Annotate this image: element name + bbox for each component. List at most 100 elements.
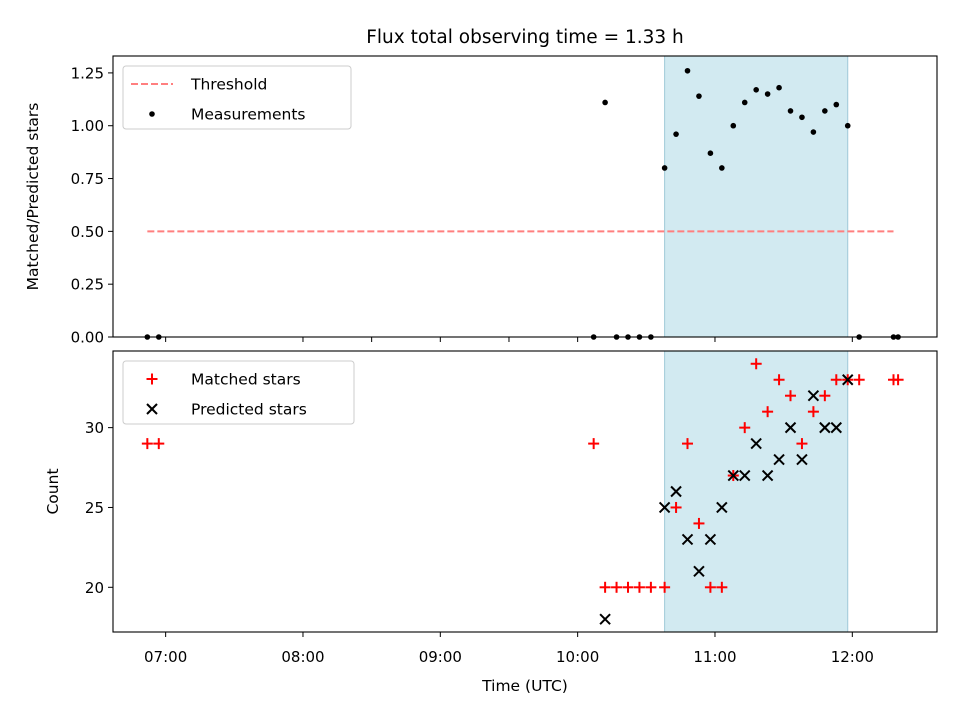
matched-star-marker (682, 438, 694, 450)
predicted-star-marker (599, 613, 611, 625)
measurement-point (741, 99, 748, 106)
predicted-star-marker (739, 469, 751, 482)
y-tick-label: 20 (85, 579, 104, 597)
y-tick-label: 30 (85, 419, 104, 437)
measurement-point (684, 67, 691, 74)
top-observing-window-shade (664, 55, 849, 338)
matched-star-marker (807, 406, 819, 418)
measurement-point (673, 131, 679, 137)
top-y-axis-ticks: 0.00 0.25 0.50 0.75 1.00 1.25 (71, 64, 113, 347)
matched-star-marker (830, 374, 842, 386)
x-tick-label: 09:00 (419, 648, 462, 666)
matched-star-marker (750, 358, 762, 370)
top-x-axis-ticks (165, 337, 853, 342)
matched-star-marker (739, 422, 751, 434)
predicted-star-marker (784, 421, 797, 434)
bottom-legend: Matched stars Predicted stars (122, 360, 355, 425)
measurement-point (799, 114, 805, 121)
matched-star-marker (785, 390, 797, 402)
top-y-axis-label: Matched/Predicted stars (24, 103, 42, 291)
matched-star-marker (892, 374, 904, 386)
x-axis-label: Time (UTC) (481, 677, 568, 695)
matched-star-marker (762, 406, 774, 418)
legend-label: Measurements (191, 106, 306, 124)
measurement-point (833, 101, 840, 108)
bottom-y-axis-ticks: 20 25 30 (85, 419, 113, 597)
observing-window-shade (664, 350, 849, 633)
measurement-point (602, 99, 608, 106)
predicted-star-marker (750, 437, 762, 450)
matched-star-marker (622, 581, 634, 593)
bottom-series (141, 358, 904, 625)
matched-star-marker (819, 390, 831, 402)
predicted-star-marker (716, 501, 728, 514)
measurement-point (822, 108, 828, 114)
x-tick-label: 07:00 (144, 648, 187, 666)
bottom-plot-frame (112, 350, 938, 633)
top-plot-frame (112, 55, 938, 338)
predicted-star-marker (773, 453, 785, 466)
matched-star-marker (670, 501, 682, 513)
matched-star-marker (153, 438, 165, 450)
matched-star-marker (599, 581, 611, 593)
y-tick-label: 0.25 (71, 276, 104, 294)
measurement-point (810, 129, 817, 135)
chart-title: Flux total observing time = 1.33 h (366, 27, 684, 48)
x-tick-label: 08:00 (281, 648, 324, 666)
matched-star-marker (611, 581, 623, 593)
legend-label: Predicted stars (191, 401, 307, 419)
matched-star-marker (773, 374, 785, 386)
y-tick-label: 0.50 (71, 223, 104, 241)
measurement-point (661, 165, 668, 171)
measurement-point (776, 84, 782, 91)
matched-star-marker (693, 517, 705, 529)
bottom-panel: 20 25 30 07:00 08:00 09:00 10:00 11:00 12:00 Co… (44, 350, 938, 695)
legend-label: Matched stars (191, 371, 301, 389)
y-tick-label: 0.00 (71, 329, 104, 347)
observing-window-shade (664, 55, 849, 338)
bottom-y-axis-label: Count (44, 468, 62, 514)
predicted-star-marker (670, 485, 682, 498)
y-tick-label: 25 (85, 499, 104, 517)
matched-star-marker (645, 581, 657, 593)
predicted-star-marker (681, 533, 694, 546)
predicted-star-marker (693, 565, 705, 578)
predicted-star-marker (727, 469, 739, 482)
top-panel: 0.00 0.25 0.50 0.75 1.00 1.25 Matched/Predict… (24, 55, 938, 347)
legend-box (122, 360, 355, 425)
legend-matched-swatch (146, 373, 158, 385)
bottom-x-axis-ticks: 07:00 08:00 09:00 10:00 11:00 12:00 (144, 632, 874, 666)
legend-predicted-swatch (146, 403, 158, 415)
measurement-point (764, 91, 771, 97)
legend-box (122, 65, 352, 130)
measurement-point (844, 122, 851, 129)
measurement-point (753, 87, 759, 93)
y-tick-label: 1.00 (71, 117, 104, 135)
bottom-observing-window-shade (664, 350, 849, 633)
matched-star-marker (588, 438, 600, 450)
legend-label: Threshold (190, 76, 267, 94)
predicted-star-marker (819, 421, 831, 434)
x-tick-label: 11:00 (693, 648, 736, 666)
predicted-star-marker (658, 501, 671, 514)
matched-star-marker (659, 581, 671, 593)
measurement-point (730, 122, 737, 129)
matched-star-marker (796, 438, 808, 450)
matched-star-marker (141, 438, 153, 450)
y-tick-label: 0.75 (71, 170, 104, 188)
predicted-star-marker (842, 374, 854, 386)
matched-star-marker (716, 581, 728, 593)
matched-star-marker (633, 581, 645, 593)
x-tick-label: 12:00 (831, 648, 874, 666)
predicted-star-marker (807, 389, 820, 402)
predicted-star-marker (704, 533, 717, 546)
legend-measurement-swatch (149, 111, 155, 117)
matched-star-marker (704, 581, 716, 593)
measurement-point (707, 150, 714, 156)
measurement-point (719, 165, 725, 171)
top-legend: Threshold Measurements (122, 65, 352, 130)
measurement-point (696, 93, 702, 99)
y-tick-label: 1.25 (71, 64, 104, 82)
x-tick-label: 10:00 (556, 648, 599, 666)
